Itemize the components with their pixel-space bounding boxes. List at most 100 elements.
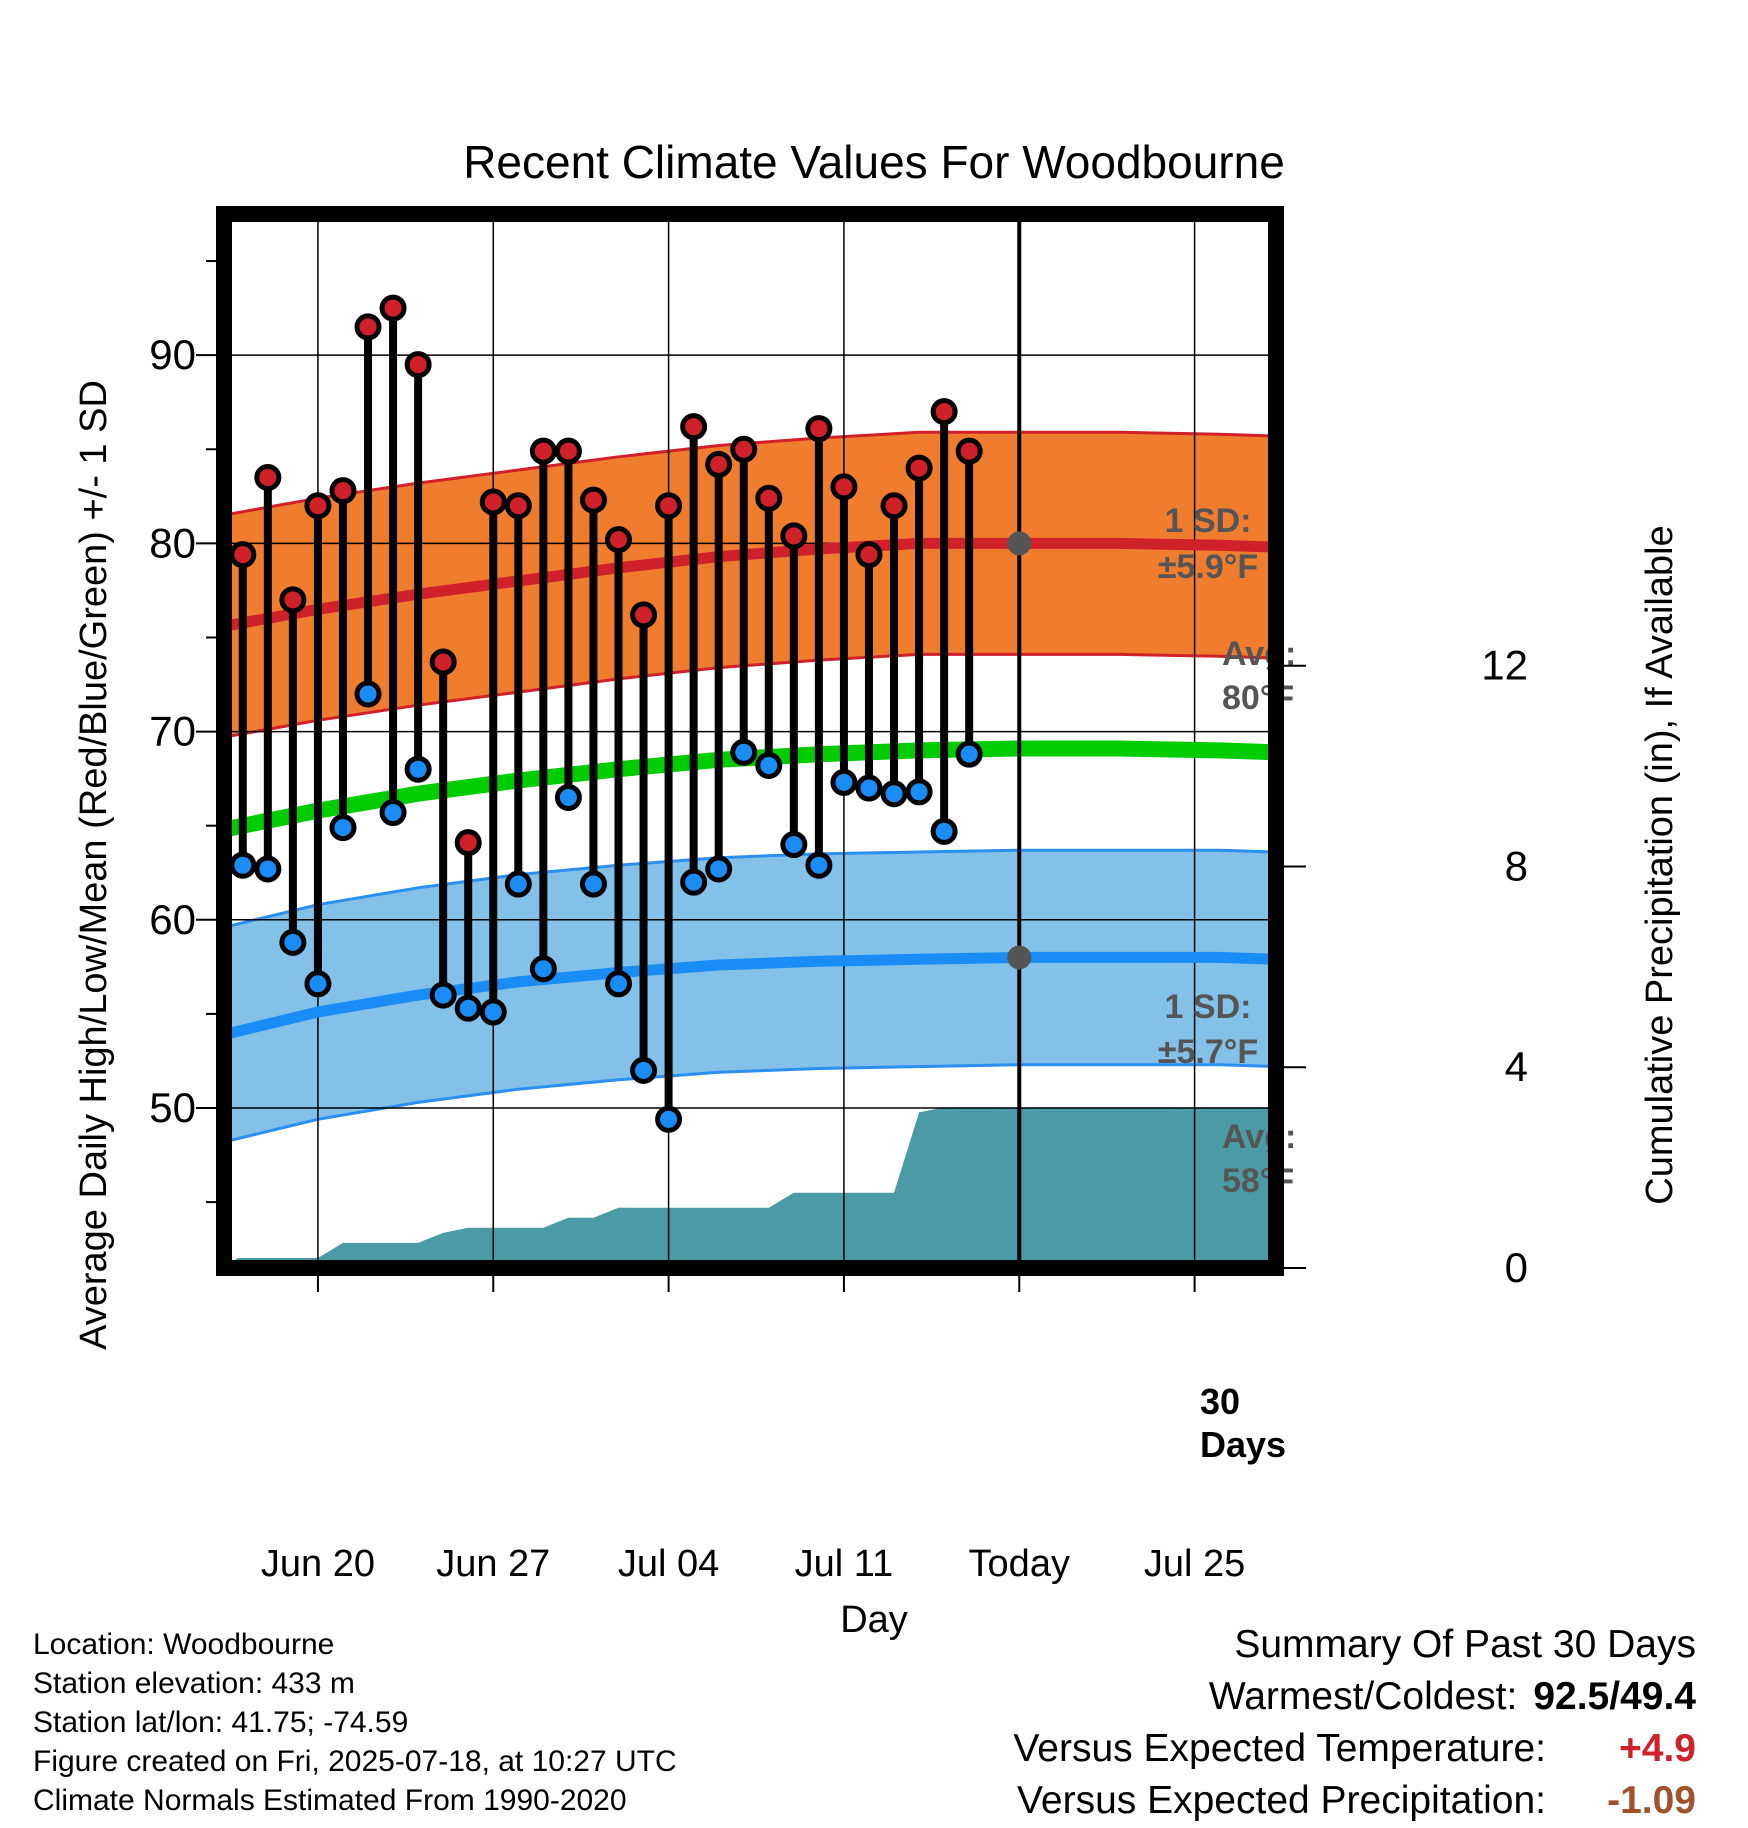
location-text: Location: Woodbourne [33,1628,335,1661]
daily-low-point [755,751,783,779]
y2-tick-label: 12 [1481,642,1528,689]
daily-high-point [454,829,482,857]
y2-tick-label: 8 [1505,842,1528,889]
daily-high-point [529,437,557,465]
temp-value: +4.9 [1619,1727,1696,1770]
y-tick-label: 90 [149,331,196,378]
warm-cold-row: Warmest/Coldest: 92.5/49.4 [1013,1671,1696,1723]
x-tick-label: Jul 04 [618,1543,719,1585]
daily-high-point [780,522,808,550]
daily-low-point [579,870,607,898]
daily-low-point [630,1056,658,1084]
station-info: Location: Woodbourne Station elevation: … [33,1625,677,1820]
daily-high-point [304,492,332,520]
daily-low-point [404,755,432,783]
chart-title: Recent Climate Values For Woodbourne [463,136,1285,188]
y-tick-label: 50 [149,1084,196,1131]
daily-low-point [730,738,758,766]
daily-high-point [554,437,582,465]
x-tick-label: Jun 27 [436,1543,550,1585]
y2-tick-label: 4 [1505,1043,1528,1090]
plot-border [216,206,1284,1276]
daily-high-point [429,648,457,676]
summary-title: Summary Of Past 30 Days [1234,1623,1696,1666]
daily-high-point [830,473,858,501]
y-tick-label: 60 [149,896,196,943]
daily-high-point [579,486,607,514]
daily-low-point [905,778,933,806]
daily-high-point [605,526,632,554]
daily-low-point [855,774,883,802]
temp-row: Versus Expected Temperature: +4.9 [1013,1723,1696,1775]
daily-high-point [905,454,933,482]
daily-low-point [655,1105,683,1133]
daily-high-point [805,415,833,443]
y2-axis-label: Cumulative Precipitation (in), If Availa… [1639,525,1681,1204]
daily-high-point [354,313,382,341]
daily-high-point [279,586,307,614]
daily-low-point [354,680,382,708]
daily-high-point [404,351,432,379]
daily-low-point [254,855,282,883]
y-tick-label: 80 [149,519,196,566]
daily-high-point [855,541,883,569]
daily-low-point [830,768,858,796]
daily-low-point [429,981,457,1009]
summary-panel: Summary Of Past 30 Days Warmest/Coldest:… [1013,1619,1696,1827]
high-sd-band [224,432,1276,738]
warm-cold-label: Warmest/Coldest: [1208,1675,1518,1718]
low-avg-today-marker [1007,945,1032,970]
high-avg-today-marker [1007,531,1032,556]
daily-high-point [880,492,908,520]
daily-low-point [955,740,983,768]
daily-high-point [930,398,958,426]
latlon-text: Station lat/lon: 41.75; -74.59 [33,1706,409,1739]
created-text: Figure created on Fri, 2025-07-18, at 10… [33,1745,677,1778]
daily-low-point [880,780,908,808]
x-tick-label: Jun 20 [261,1543,375,1585]
precip-value: -1.09 [1607,1779,1696,1822]
x-tick-label: Jul 11 [795,1543,894,1585]
plot-frame [216,206,1284,1276]
daily-high-point [504,492,532,520]
x-tick-label: Today [969,1543,1070,1585]
daily-low-point [780,831,808,859]
daily-low-point [554,783,582,811]
precip-area [224,1107,1276,1268]
precip-row: Versus Expected Precipitation: -1.09 [1013,1775,1696,1827]
daily-high-point [329,477,357,505]
daily-high-point [680,413,708,441]
normals-text: Climate Normals Estimated From 1990-2020 [33,1784,627,1817]
daily-high-point [655,492,683,520]
daily-high-point [254,464,282,491]
daily-high-point [755,484,783,512]
x-axis-label: Day [840,1599,908,1641]
y-tick-label: 70 [149,708,196,755]
daily-low-point [705,855,733,883]
elevation-text: Station elevation: 433 m [33,1667,355,1700]
daily-high-point [229,541,257,569]
high-sd-label: 1 SD: [1165,502,1252,540]
daily-high-point [705,450,733,478]
daily-low-point [304,970,332,998]
daily-low-point [805,851,833,879]
daily-low-point [605,970,632,998]
daily-low-point [479,998,507,1026]
high-sd-value: ±5.9°F [1158,548,1258,586]
temp-label: Versus Expected Temperature: [1013,1727,1546,1770]
low-avg-label: Avg: [1222,1118,1296,1156]
low-avg-line [224,951,1276,1040]
x-tick-label: Jul 25 [1144,1543,1245,1585]
precip-label: Versus Expected Precipitation: [1017,1779,1546,1822]
daily-high-point [379,294,407,322]
days-label-text: Days [1200,1424,1286,1465]
daily-low-point [680,868,708,896]
daily-low-point [930,817,958,845]
daily-low-point [279,928,307,956]
high-sd-upper-edge [224,430,1276,517]
daily-low-point [329,814,357,842]
daily-high-point [630,601,658,629]
daily-low-point [379,799,407,827]
axes: Jun 20 Jun 27 Jul 04 Jul 11 Today Jul 25 50 60 7… [149,260,1528,1585]
